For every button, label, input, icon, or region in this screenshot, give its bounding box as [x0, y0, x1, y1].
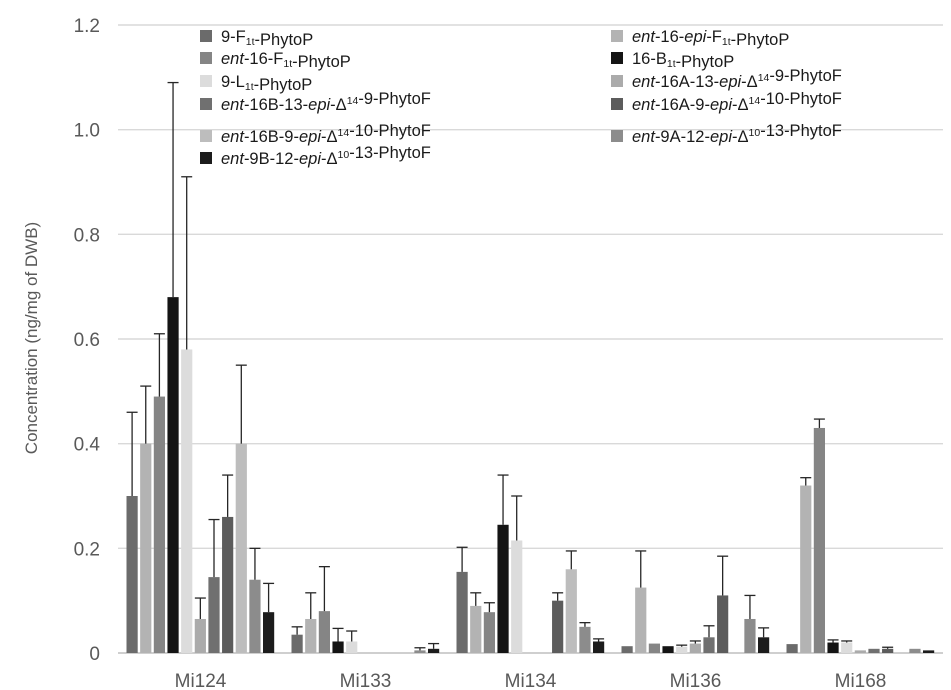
- legend-swatch: [611, 98, 623, 110]
- bar: [703, 637, 715, 653]
- bar: [744, 618, 756, 653]
- bar: [786, 644, 798, 653]
- x-tick-label: Mi136: [670, 671, 722, 690]
- bar: [414, 650, 426, 653]
- bar: [882, 648, 894, 653]
- bar: [676, 646, 688, 653]
- bar: [126, 496, 138, 653]
- legend-item: ent-16A-9-epi-Δ14-10-PhytoF: [611, 90, 842, 114]
- bar: [235, 443, 247, 653]
- legend-swatch: [611, 75, 623, 87]
- bar: [153, 396, 165, 653]
- bar: [511, 540, 523, 653]
- bar: [565, 569, 577, 653]
- legend-item: ent-16B-13-epi-Δ14-9-PhytoF: [200, 90, 431, 114]
- bar: [758, 637, 770, 653]
- bar: [222, 516, 234, 653]
- legend-swatch: [200, 30, 212, 42]
- bar: [208, 577, 220, 653]
- bar: [167, 297, 179, 653]
- bar: [456, 571, 468, 653]
- legend-item: ent-9A-12-epi-Δ10-13-PhytoF: [611, 122, 842, 146]
- bar: [318, 611, 330, 653]
- x-tick-label: Mi134: [505, 671, 557, 690]
- legend-swatch: [200, 130, 212, 142]
- legend-item: ent-16A-13-epi-Δ14-9-PhytoF: [611, 67, 842, 91]
- bar: [194, 618, 206, 653]
- bar: [662, 646, 674, 653]
- legend-item: 16-B1t-PhytoP: [611, 50, 734, 71]
- bars: [126, 297, 935, 653]
- bar: [648, 643, 660, 653]
- bar: [497, 524, 509, 653]
- y-tick-label: 1.0: [74, 121, 100, 142]
- legend-item: 9-F1t-PhytoP: [200, 28, 313, 49]
- bar: [483, 612, 495, 653]
- legend-label: ent-16-F1t-PhytoP: [221, 50, 351, 71]
- legend-label: ent-16B-13-epi-Δ14-9-PhytoF: [221, 90, 431, 114]
- legend-label: ent-16B-9-epi-Δ14-10-PhytoF: [221, 122, 431, 146]
- bar: [470, 605, 482, 653]
- bar: [263, 612, 275, 653]
- bar: [140, 443, 152, 653]
- legend-label: ent-16-epi-F1t-PhytoP: [632, 28, 789, 49]
- bar: [346, 641, 358, 653]
- y-tick-labels: 0 0.2 0.4 0.6 0.8 1.0 1.2: [74, 16, 101, 665]
- bar: [923, 650, 935, 653]
- bar: [621, 646, 633, 653]
- legend: 9-F1t-PhytoP ent-16-epi-F1t-PhytoP ent-16-…: [200, 28, 842, 168]
- legend-swatch: [200, 75, 212, 87]
- bar: [841, 642, 853, 653]
- legend-item: ent-16-epi-F1t-PhytoP: [611, 28, 789, 49]
- y-tick-label: 0.8: [74, 225, 100, 246]
- legend-swatch: [611, 52, 623, 64]
- legend-swatch: [200, 52, 212, 64]
- legend-label: ent-9B-12-epi-Δ10-13-PhytoF: [221, 144, 431, 168]
- bar: [635, 587, 647, 653]
- x-tick-label: Mi124: [175, 671, 227, 690]
- bar: [291, 634, 303, 653]
- y-axis-label: Concentration (ng/mg of DWB): [22, 222, 41, 454]
- legend-item: ent-16B-9-epi-Δ14-10-PhytoF: [200, 122, 431, 146]
- legend-label: 9-F1t-PhytoP: [221, 28, 313, 49]
- bar: [305, 618, 317, 653]
- legend-label: 16-B1t-PhytoP: [632, 50, 734, 71]
- bar: [813, 427, 825, 653]
- legend-label: ent-16A-9-epi-Δ14-10-PhytoF: [632, 90, 842, 114]
- legend-item: ent-9B-12-epi-Δ10-13-PhytoF: [200, 144, 431, 168]
- bar: [827, 642, 839, 653]
- bar: [428, 648, 440, 653]
- legend-label: 9-L1t-PhytoP: [221, 73, 312, 94]
- bar: [552, 600, 564, 653]
- bar: [181, 349, 193, 653]
- bar: [332, 641, 344, 653]
- y-tick-label: 0.4: [74, 435, 101, 456]
- y-tick-label: 0: [89, 644, 100, 665]
- legend-swatch: [200, 98, 212, 110]
- bar: [579, 626, 591, 653]
- y-tick-label: 0.2: [74, 539, 100, 560]
- legend-swatch: [611, 130, 623, 142]
- bar: [593, 641, 605, 653]
- legend-item: 9-L1t-PhytoP: [200, 73, 312, 94]
- x-tick-label: Mi133: [340, 671, 392, 690]
- x-tick-label: Mi168: [835, 671, 887, 690]
- legend-item: ent-16-F1t-PhytoP: [200, 50, 351, 71]
- legend-label: ent-16A-13-epi-Δ14-9-PhytoF: [632, 67, 842, 91]
- bar: [689, 643, 701, 653]
- bar: [249, 579, 261, 653]
- bar: [854, 650, 866, 653]
- bar: [800, 485, 812, 653]
- legend-label: ent-9A-12-epi-Δ10-13-PhytoF: [632, 122, 842, 146]
- legend-swatch: [200, 152, 212, 164]
- error-bars: [126, 81, 894, 651]
- legend-swatch: [611, 30, 623, 42]
- x-tick-labels: Mi124 Mi133 Mi134 Mi136 Mi168: [175, 671, 887, 690]
- bar: [909, 648, 921, 653]
- bar: [868, 648, 880, 653]
- y-tick-label: 0.6: [74, 330, 100, 351]
- bar: [717, 595, 729, 653]
- y-tick-label: 1.2: [74, 16, 100, 37]
